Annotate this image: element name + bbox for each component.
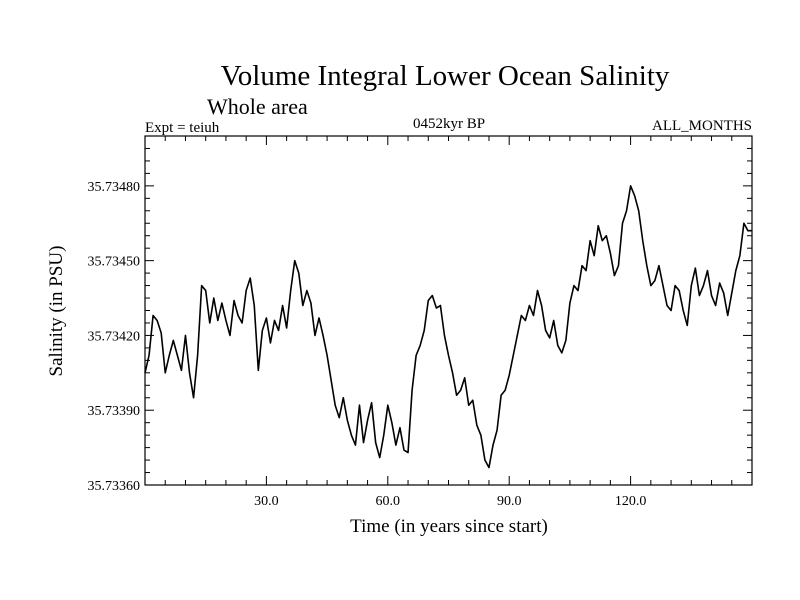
chart-subtitle: Whole area	[207, 94, 308, 119]
x-tick-label: 120.0	[615, 494, 647, 509]
months-label: ALL_MONTHS	[652, 118, 752, 134]
salinity-series-line	[144, 185, 752, 469]
y-axis-label: Salinity (in PSU)	[46, 246, 67, 377]
axis-tick-labels: 30.0 60.0 90.0 120.0 35.73360 35.73390 35.7342…	[88, 180, 647, 509]
y-tick-label: 35.73480	[88, 180, 141, 195]
y-tick-label: 35.73450	[88, 255, 141, 270]
x-tick-label: 30.0	[254, 494, 279, 509]
y-tick-label: 35.73420	[88, 329, 141, 344]
chart-title: Volume Integral Lower Ocean Salinity	[221, 60, 670, 92]
axis-ticks	[144, 135, 753, 486]
y-tick-label: 35.73390	[88, 404, 141, 419]
experiment-label: Expt = teiuh	[145, 120, 220, 136]
x-axis-label: Time (in years since start)	[350, 516, 548, 537]
y-tick-label: 35.73360	[88, 479, 141, 494]
x-tick-label: 90.0	[497, 494, 522, 509]
period-label: 0452kyr BP	[413, 116, 485, 132]
x-tick-label: 60.0	[376, 494, 401, 509]
